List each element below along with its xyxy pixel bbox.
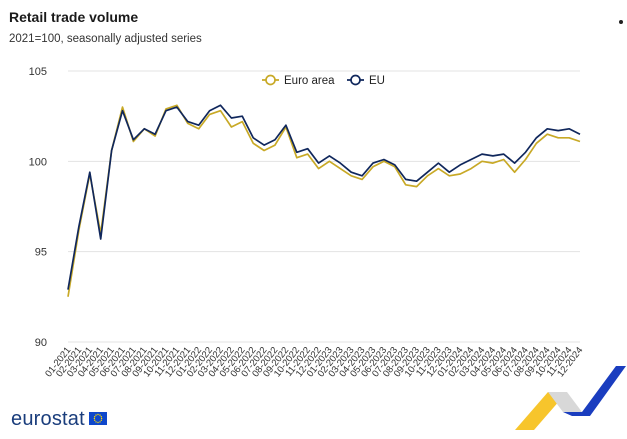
blue-stripe-decoration	[563, 366, 626, 416]
legend-marker	[265, 74, 276, 86]
chart-subtitle: 2021=100, seasonally adjusted series	[9, 33, 202, 45]
grey-stripe-decoration	[548, 392, 582, 412]
eu-flag-icon	[89, 412, 107, 425]
y-tick-label: 95	[35, 247, 47, 259]
legend-marker	[350, 74, 361, 86]
yellow-stripe-decoration	[515, 392, 567, 430]
chart-title: Retail trade volume	[9, 9, 139, 25]
series-line-eu	[67, 104, 581, 290]
eurostat-logo: eurostat	[11, 408, 85, 430]
legend-label: Euro area	[284, 75, 335, 87]
chart-menu-icon[interactable]	[619, 20, 623, 24]
y-tick-label: 90	[35, 337, 47, 349]
legend-label: EU	[369, 75, 385, 87]
y-tick-label: 105	[29, 66, 47, 78]
series-line-euro-area	[67, 104, 581, 297]
y-tick-label: 100	[29, 156, 47, 168]
